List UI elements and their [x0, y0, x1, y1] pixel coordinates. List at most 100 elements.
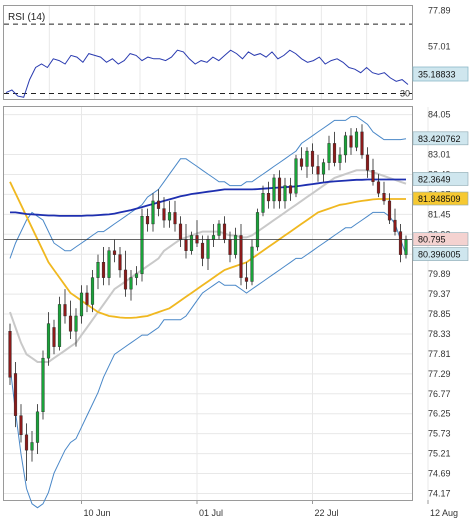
candle-body: [328, 143, 331, 162]
candle-body: [317, 166, 320, 174]
price-tick-label: 84.05: [428, 110, 451, 120]
candle-body: [80, 293, 83, 316]
price-tick-label: 83.01: [428, 150, 451, 160]
price-tick-label: 77.81: [428, 349, 451, 359]
price-value-tag-label: 82.3649: [418, 174, 451, 184]
candle-body: [75, 316, 78, 331]
candle: [141, 209, 144, 282]
rsi-tick-label: 77.89: [428, 6, 451, 16]
candle-body: [174, 212, 177, 224]
candle-body: [31, 442, 34, 450]
candle-body: [245, 278, 248, 282]
candle-body: [234, 235, 237, 254]
candle-body: [372, 170, 375, 182]
candle-body: [256, 212, 259, 247]
candle-body: [86, 293, 89, 305]
candle-body: [383, 193, 386, 201]
candle-body: [14, 373, 17, 415]
candle-body: [69, 316, 72, 331]
candle-body: [399, 232, 402, 255]
candle-body: [25, 435, 28, 450]
candle-body: [157, 201, 160, 209]
candle-body: [350, 136, 353, 148]
candle-body: [113, 251, 116, 255]
candle: [295, 155, 298, 197]
date-tick-label: 22 Jul: [315, 508, 339, 518]
candle-body: [207, 239, 210, 258]
candle-body: [366, 155, 369, 170]
candle-body: [42, 358, 45, 412]
candle-body: [47, 324, 50, 359]
price-tick-label: 78.33: [428, 329, 451, 339]
candle-body: [108, 251, 111, 278]
candle-body: [185, 239, 188, 251]
candle-body: [91, 278, 94, 305]
candle-body: [212, 235, 215, 239]
candle-body: [20, 416, 23, 435]
candle-body: [124, 270, 127, 289]
price-tick-label: 76.77: [428, 389, 451, 399]
price-tick-label: 79.37: [428, 289, 451, 299]
rsi-title: RSI (14): [8, 12, 45, 23]
candle-body: [201, 243, 204, 258]
candle-body: [190, 235, 193, 250]
price-tick-label: 76.25: [428, 409, 451, 419]
candle-body: [146, 216, 149, 224]
candle-body: [218, 224, 221, 236]
candle-body: [179, 224, 182, 239]
candle-body: [388, 201, 391, 220]
price-tick-label: 77.29: [428, 369, 451, 379]
price-tick-label: 81.45: [428, 209, 451, 219]
candle-body: [273, 178, 276, 201]
candle-body: [251, 247, 254, 282]
candle: [9, 324, 12, 385]
price-value-tag-label: 81.848509: [418, 194, 461, 204]
date-tick-label: 01 Jul: [199, 508, 223, 518]
price-tick-label: 79.89: [428, 269, 451, 279]
candle-body: [9, 331, 12, 377]
candle-body: [405, 239, 408, 254]
candle-body: [229, 239, 232, 254]
candle-body: [135, 274, 138, 278]
rsi-tick-label: 30: [400, 88, 410, 98]
candle-body: [278, 178, 281, 201]
candle-body: [53, 327, 56, 346]
candle-body: [262, 193, 265, 212]
date-tick-label: 12 Aug: [430, 508, 458, 518]
rsi-tick-label: 57.01: [428, 42, 451, 52]
candle-body: [333, 143, 336, 162]
candle-body: [141, 216, 144, 274]
candle-body: [355, 132, 358, 147]
candle-body: [240, 235, 243, 277]
candle-body: [152, 201, 155, 224]
candle-body: [284, 186, 287, 201]
price-tick-label: 78.85: [428, 309, 451, 319]
candle-body: [267, 193, 270, 201]
candle-body: [163, 209, 166, 221]
candle-body: [394, 220, 397, 232]
candle-body: [130, 278, 133, 290]
candle-body: [306, 151, 309, 166]
candle: [256, 209, 259, 251]
candle: [58, 297, 61, 351]
price-value-tag-label: 80.396005: [418, 250, 461, 260]
candle-body: [36, 412, 39, 443]
price-value-tag-label: 83.420762: [418, 134, 461, 144]
candle-body: [377, 182, 380, 194]
candle-body: [223, 224, 226, 239]
price-tick-label: 75.21: [428, 449, 451, 459]
candle-body: [119, 255, 122, 270]
candle-body: [311, 151, 314, 166]
candle-body: [289, 186, 292, 194]
rsi-last-value-label: 35.18833: [418, 70, 456, 80]
price-tick-label: 75.73: [428, 429, 451, 439]
date-tick-label: 10 Jun: [84, 508, 111, 518]
candle-body: [168, 212, 171, 220]
candle-body: [361, 132, 364, 155]
price-value-tag-label: 80.795: [418, 235, 446, 245]
candle-body: [102, 262, 105, 277]
candle-body: [64, 304, 67, 316]
